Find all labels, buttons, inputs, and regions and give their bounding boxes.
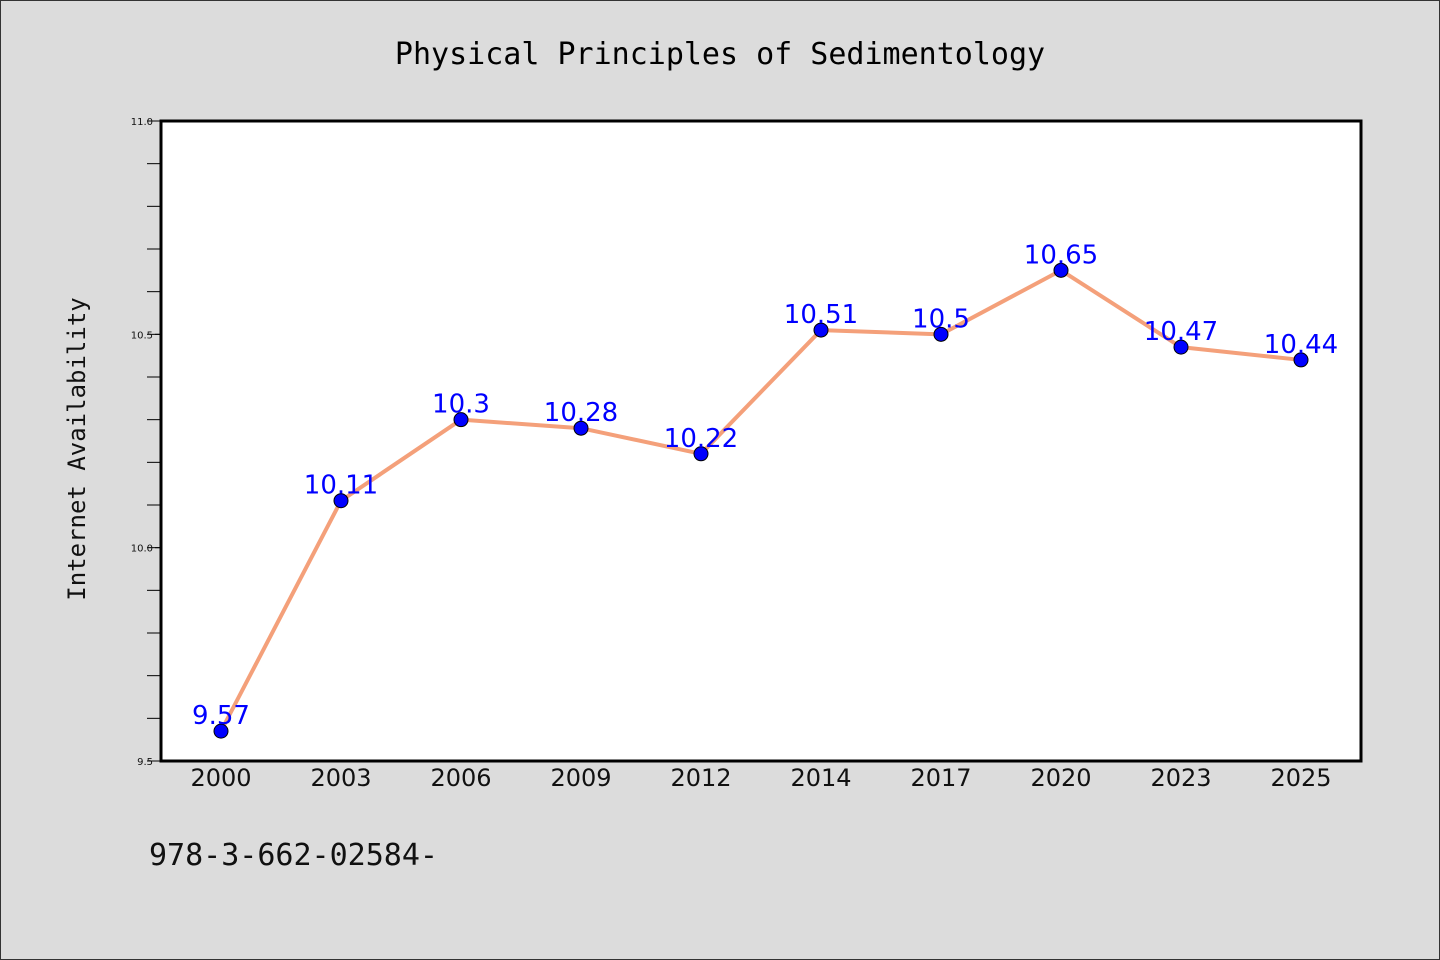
data-label: 9.57 bbox=[192, 701, 250, 731]
data-point-marker bbox=[333, 493, 349, 509]
data-point-marker bbox=[1293, 352, 1309, 368]
data-label: 10.5 bbox=[912, 304, 970, 334]
x-ticks: 2000 2003 2006 2009 2012 2014 2017 2020 2023 2025 bbox=[190, 764, 1331, 792]
y-tick-label: 9.5 bbox=[137, 757, 153, 768]
y-ticks: 9.5 10.0 10.5 11.0 bbox=[131, 117, 161, 768]
x-tick-label: 2025 bbox=[1270, 764, 1331, 792]
data-point-marker bbox=[1173, 339, 1189, 355]
y-tick-label: 10.0 bbox=[131, 544, 153, 555]
data-label: 10.47 bbox=[1144, 317, 1218, 347]
data-label: 10.11 bbox=[304, 471, 378, 501]
series-line bbox=[219, 268, 1303, 734]
x-tick-label: 2003 bbox=[310, 764, 371, 792]
x-tick-label: 2000 bbox=[190, 764, 251, 792]
data-point-marker bbox=[573, 420, 589, 436]
y-tick-label: 10.5 bbox=[131, 330, 153, 341]
data-point-marker bbox=[453, 412, 469, 428]
data-label: 10.51 bbox=[784, 300, 858, 330]
x-tick-label: 2020 bbox=[1030, 764, 1091, 792]
data-markers bbox=[213, 262, 1309, 739]
x-tick-label: 2009 bbox=[550, 764, 611, 792]
y-tick-label: 11.0 bbox=[131, 117, 153, 128]
data-label: 10.44 bbox=[1264, 330, 1338, 360]
chart-title: Physical Principles of Sedimentology bbox=[395, 37, 1045, 72]
x-tick-label: 2014 bbox=[790, 764, 851, 792]
x-tick-label: 2023 bbox=[1150, 764, 1211, 792]
data-label: 10.22 bbox=[664, 424, 738, 454]
data-label: 10.28 bbox=[544, 398, 618, 428]
x-tick-label: 2012 bbox=[670, 764, 731, 792]
y-minor-ticks bbox=[147, 120, 161, 762]
data-point-marker bbox=[213, 723, 229, 739]
data-label: 10.65 bbox=[1024, 240, 1098, 270]
x-tick-label: 2006 bbox=[430, 764, 491, 792]
isbn-text: 978-3-662-02584- bbox=[149, 838, 438, 873]
plot-area bbox=[159, 119, 1363, 763]
data-point-marker bbox=[693, 446, 709, 462]
y-axis-label: Internet Availability bbox=[63, 297, 91, 600]
data-labels: 9.57 10.11 10.3 10.28 10.22 10.51 10.5 10.65 10.… bbox=[192, 240, 1338, 731]
x-tick-label: 2017 bbox=[910, 764, 971, 792]
data-label: 10.3 bbox=[432, 390, 490, 420]
data-point-marker bbox=[1053, 262, 1069, 278]
data-point-marker bbox=[933, 326, 949, 342]
data-point-marker bbox=[813, 322, 829, 338]
